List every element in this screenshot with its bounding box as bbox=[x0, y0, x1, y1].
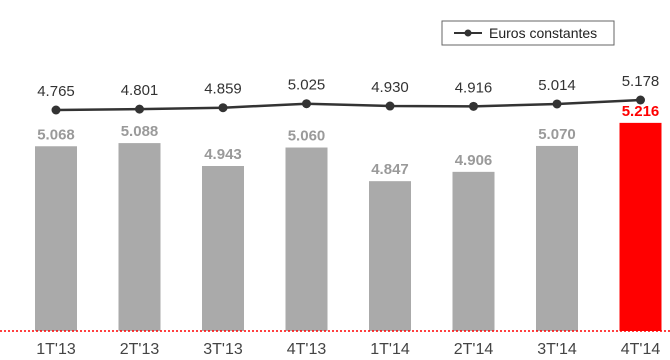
bar-value-label-4: 4.847 bbox=[371, 161, 409, 178]
x-tick-label-1: 2T'13 bbox=[120, 341, 160, 358]
bar-value-label-3: 5.060 bbox=[288, 128, 326, 145]
line-value-label-1: 4.801 bbox=[121, 82, 159, 99]
x-tick-label-2: 3T'13 bbox=[203, 341, 243, 358]
line-value-label-2: 4.859 bbox=[204, 81, 242, 98]
bar-1 bbox=[118, 143, 161, 331]
line-point-3 bbox=[302, 99, 311, 109]
line-series-euros-constantes bbox=[55, 98, 641, 112]
bar-2 bbox=[202, 166, 244, 331]
bar-value-label-1: 5.088 bbox=[121, 123, 159, 140]
line-point-2 bbox=[218, 103, 228, 113]
line-point-1 bbox=[135, 104, 144, 114]
bar-6 bbox=[536, 145, 578, 331]
line-point-6 bbox=[552, 99, 562, 109]
line-point-4 bbox=[385, 101, 395, 111]
x-tick-label-5: 2T'14 bbox=[454, 341, 494, 358]
bar-7 bbox=[619, 122, 662, 331]
line-value-label-4: 4.930 bbox=[371, 79, 409, 96]
legend-label: Euros constantes bbox=[489, 25, 597, 41]
line-point-7 bbox=[636, 95, 645, 105]
line-point-5 bbox=[469, 101, 478, 111]
legend-marker bbox=[464, 29, 472, 37]
line-point-0 bbox=[51, 105, 61, 115]
bar-4 bbox=[369, 181, 411, 331]
bar-0 bbox=[35, 146, 77, 331]
line-value-label-7: 5.178 bbox=[622, 73, 660, 90]
line-value-label-5: 4.916 bbox=[455, 79, 493, 96]
line-value-label-0: 4.765 bbox=[37, 83, 75, 100]
legend: Euros constantes bbox=[441, 20, 615, 46]
bar-5 bbox=[452, 171, 495, 331]
bars-layer bbox=[35, 122, 662, 331]
bar-value-label-0: 5.068 bbox=[37, 126, 75, 143]
bar-3 bbox=[285, 147, 328, 331]
bar-value-label-2: 4.943 bbox=[204, 146, 242, 163]
x-tick-label-0: 1T'13 bbox=[36, 341, 76, 358]
ticks-layer: 1T'13 2T'13 3T'13 4T'13 1T'14 2T'14 3T'14 4T'14 bbox=[36, 341, 660, 358]
x-tick-label-6: 3T'14 bbox=[537, 341, 577, 358]
line-layer bbox=[51, 95, 645, 115]
bar-value-label-5: 4.906 bbox=[455, 152, 493, 169]
line-value-label-6: 5.014 bbox=[538, 77, 576, 94]
x-tick-label-4: 1T'14 bbox=[370, 341, 410, 358]
x-tick-label-7: 4T'14 bbox=[621, 341, 661, 358]
line-value-label-3: 5.025 bbox=[288, 77, 326, 94]
bar-labels-layer: 5.068 5.088 4.943 5.060 4.847 4.906 5.070 5.216 bbox=[37, 103, 659, 178]
line-labels-layer: 4.765 4.801 4.859 5.025 4.930 4.916 5.014 5.178 bbox=[37, 73, 659, 100]
bar-value-label-6: 5.070 bbox=[538, 126, 576, 143]
bar-value-label-7: 5.216 bbox=[622, 103, 660, 120]
x-tick-label-3: 4T'13 bbox=[287, 341, 327, 358]
